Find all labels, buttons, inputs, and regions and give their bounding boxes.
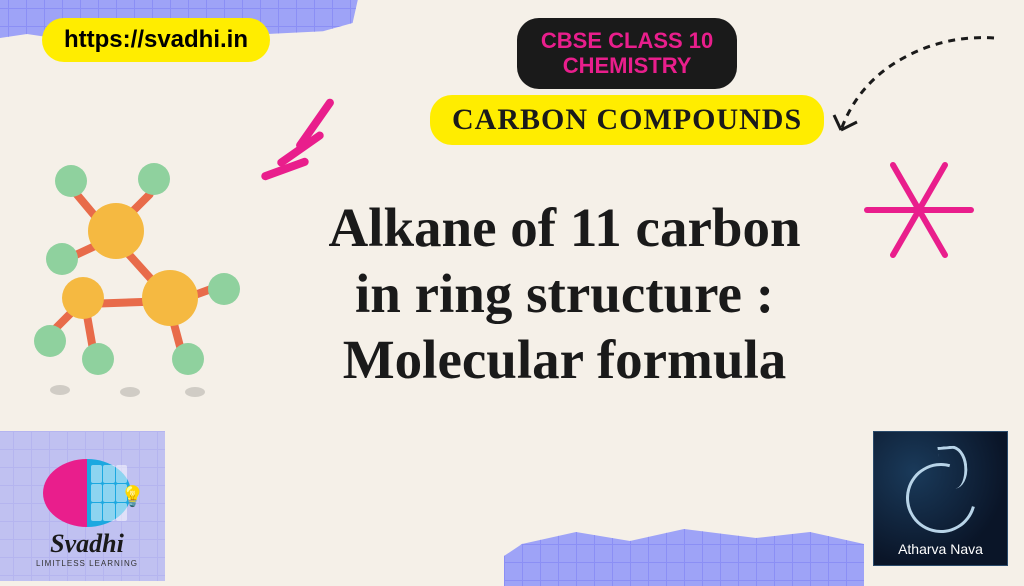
title-line-3: Molecular formula: [225, 327, 904, 393]
svadhi-logo: 💡 Svadhi LIMITLESS LEARNING: [12, 459, 162, 568]
subject-line-1: CBSE CLASS 10: [541, 28, 713, 53]
brain-icon: 💡: [43, 459, 131, 527]
molecule-icon: [10, 165, 240, 415]
swirl-icon: [893, 450, 989, 546]
svadhi-brand-name: Svadhi: [12, 529, 162, 559]
subject-badge: CBSE CLASS 10 CHEMISTRY: [517, 18, 737, 89]
main-title: Alkane of 11 carbon in ring structure : …: [225, 195, 904, 393]
dashed-arrow-icon: [829, 30, 999, 150]
url-badge: https://svadhi.in: [42, 18, 270, 62]
subject-line-2: CHEMISTRY: [541, 53, 713, 78]
svadhi-tagline: LIMITLESS LEARNING: [12, 559, 162, 568]
scribble-accent-icon: [255, 110, 365, 200]
title-line-1: Alkane of 11 carbon: [225, 195, 904, 261]
atharva-nava-logo: Atharva Nava: [873, 431, 1008, 566]
bulb-icon: 💡: [120, 484, 145, 509]
grid-decoration-bottom-right: [504, 526, 864, 586]
atharva-nava-name: Atharva Nava: [898, 541, 983, 557]
topic-badge: Carbon Compounds: [430, 95, 824, 145]
title-line-2: in ring structure :: [225, 261, 904, 327]
header-block: CBSE CLASS 10 CHEMISTRY Carbon Compounds: [430, 18, 824, 145]
